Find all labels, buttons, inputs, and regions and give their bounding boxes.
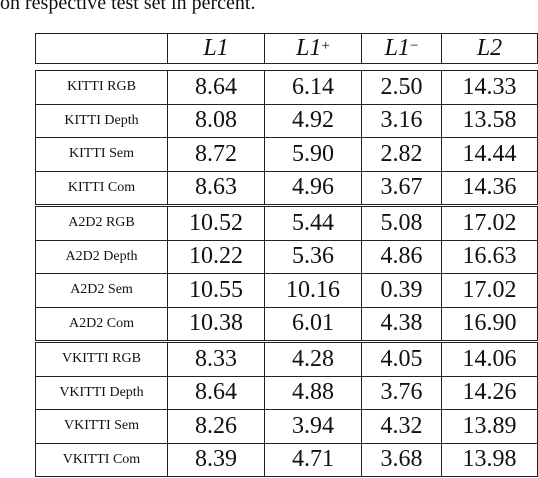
row-label: A2D2 Sem (35, 273, 168, 308)
value-cell: 5.90 (264, 137, 362, 172)
value-cell: 3.67 (361, 170, 442, 205)
value-cell: 4.96 (264, 170, 362, 205)
value-cell: 3.76 (361, 375, 442, 410)
value-cell: 10.16 (264, 273, 362, 308)
value-cell: 4.05 (361, 342, 442, 377)
row-label: VKITTI Com (35, 442, 168, 477)
value-cell: 4.28 (264, 342, 362, 377)
header-cell: L1− (361, 33, 442, 64)
value-cell: 16.63 (441, 239, 538, 274)
row-label: VKITTI RGB (35, 342, 168, 377)
row-label: KITTI Com (35, 170, 168, 205)
value-cell: 5.36 (264, 239, 362, 274)
header-sup: − (409, 38, 419, 54)
value-cell: 16.90 (441, 306, 538, 341)
value-cell: 3.68 (361, 442, 442, 477)
value-cell: 8.63 (167, 170, 265, 205)
row-label: VKITTI Sem (35, 409, 168, 444)
header-text: L1 (296, 35, 322, 61)
value-cell: 4.38 (361, 306, 442, 341)
value-cell: 13.58 (441, 103, 538, 138)
value-cell: 8.64 (167, 375, 265, 410)
value-cell: 8.39 (167, 442, 265, 477)
header-cell: L2 (441, 33, 538, 64)
value-cell: 4.88 (264, 375, 362, 410)
value-cell: 10.38 (167, 306, 265, 341)
header-cell: L1 (167, 33, 265, 64)
header-sup: + (321, 38, 330, 54)
row-label: A2D2 Depth (35, 239, 168, 274)
header-cell (35, 33, 168, 64)
value-cell: 4.86 (361, 239, 442, 274)
header-text: L2 (476, 35, 503, 61)
value-cell: 5.08 (361, 206, 442, 241)
value-cell: 4.71 (264, 442, 362, 477)
value-cell: 3.94 (264, 409, 362, 444)
header-cell: L1 + (264, 33, 362, 64)
caption: on respective test set in percent. (0, 0, 256, 14)
header-text: L1 (203, 35, 229, 61)
row-label: A2D2 Com (35, 306, 168, 341)
value-cell: 5.44 (264, 206, 362, 241)
value-cell: 13.98 (441, 442, 538, 477)
value-cell: 4.32 (361, 409, 442, 444)
row-label: KITTI Depth (35, 103, 168, 138)
value-cell: 6.01 (264, 306, 362, 341)
value-cell: 8.33 (167, 342, 265, 377)
value-cell: 17.02 (441, 273, 538, 308)
value-cell: 8.72 (167, 137, 265, 172)
value-cell: 14.33 (441, 70, 538, 105)
value-cell: 10.55 (167, 273, 265, 308)
value-cell: 17.02 (441, 206, 538, 241)
value-cell: 13.89 (441, 409, 538, 444)
row-label: VKITTI Depth (35, 375, 168, 410)
value-cell: 14.44 (441, 137, 538, 172)
value-cell: 6.14 (264, 70, 362, 105)
row-label: KITTI Sem (35, 137, 168, 172)
value-cell: 2.50 (361, 70, 442, 105)
value-cell: 4.92 (264, 103, 362, 138)
value-cell: 14.26 (441, 375, 538, 410)
value-cell: 14.36 (441, 170, 538, 205)
value-cell: 8.26 (167, 409, 265, 444)
value-cell: 8.64 (167, 70, 265, 105)
value-cell: 2.82 (361, 137, 442, 172)
row-label: A2D2 RGB (35, 206, 168, 241)
value-cell: 8.08 (167, 103, 265, 138)
value-cell: 14.06 (441, 342, 538, 377)
value-cell: 10.22 (167, 239, 265, 274)
row-label: KITTI RGB (35, 70, 168, 105)
header-text: L1 (384, 35, 410, 61)
value-cell: 0.39 (361, 273, 442, 308)
value-cell: 10.52 (167, 206, 265, 241)
value-cell: 3.16 (361, 103, 442, 138)
